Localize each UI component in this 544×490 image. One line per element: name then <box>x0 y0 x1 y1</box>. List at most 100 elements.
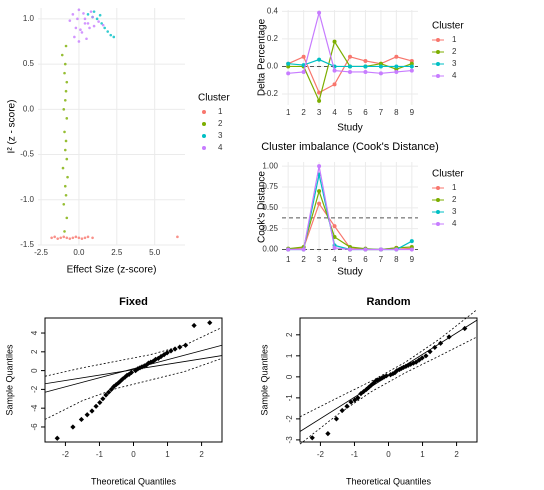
y-tick-label: 0.2 <box>267 34 279 43</box>
point <box>301 54 306 59</box>
point <box>68 237 72 240</box>
point <box>92 10 96 13</box>
y-tick-label: 0.25 <box>262 224 278 233</box>
legend-label: 3 <box>452 207 457 216</box>
point <box>339 407 345 414</box>
point <box>378 71 383 76</box>
point <box>139 364 145 370</box>
reference-line <box>299 336 478 445</box>
y-tick-label: 0.0 <box>23 104 35 113</box>
point <box>77 8 81 12</box>
point <box>394 247 399 252</box>
y-tick-label: 2 <box>285 332 294 337</box>
y-tick-label: -1.5 <box>20 240 34 249</box>
x-tick-label: -1 <box>96 450 104 459</box>
point <box>352 397 358 403</box>
y-tick-label: -2 <box>30 385 39 393</box>
point <box>396 366 402 373</box>
x-axis-label: Study <box>337 123 363 134</box>
point <box>309 435 315 441</box>
point <box>70 424 76 430</box>
point <box>378 64 383 69</box>
point <box>64 139 68 143</box>
x-tick-label: 4 <box>332 255 337 264</box>
point <box>65 80 69 84</box>
point <box>103 392 109 398</box>
point <box>143 362 150 368</box>
point <box>61 166 65 170</box>
point <box>137 365 143 371</box>
y-axis-label: Sample Quantiles <box>4 344 14 416</box>
x-tick-label: 0 <box>386 450 391 459</box>
point <box>148 359 154 365</box>
legend-label: 2 <box>452 47 457 56</box>
y-tick-label: -1 <box>285 394 294 402</box>
point <box>427 349 433 355</box>
plot-frame <box>44 317 223 443</box>
y-tick-label: 0 <box>30 368 39 373</box>
point <box>78 416 85 423</box>
point <box>394 69 399 74</box>
point <box>65 117 69 120</box>
point <box>172 346 178 352</box>
point <box>63 148 67 152</box>
point <box>437 340 444 346</box>
point <box>413 359 419 365</box>
y-tick-label: -3 <box>285 436 294 444</box>
point <box>71 236 75 240</box>
y-tick-label: -1.0 <box>20 195 34 204</box>
y-axis-label: Cook's Distance <box>257 171 268 243</box>
legend-label: 3 <box>452 59 457 68</box>
point <box>394 64 399 69</box>
point <box>63 184 67 188</box>
x-tick-label: 8 <box>394 255 399 264</box>
point <box>390 371 396 377</box>
x-tick-label: 4 <box>332 108 337 117</box>
point <box>191 322 197 329</box>
point <box>150 358 156 364</box>
point <box>409 64 414 69</box>
y-tick-label: -4 <box>30 404 39 412</box>
x-tick-label: -2.5 <box>34 248 48 257</box>
point <box>164 350 170 356</box>
point <box>74 235 78 239</box>
point <box>394 54 399 59</box>
x-tick-label: 2 <box>301 255 306 264</box>
point <box>97 20 100 23</box>
point <box>93 403 99 409</box>
y-axis-label: Sample Quantiles <box>259 344 269 416</box>
legend-swatch <box>202 146 206 150</box>
point <box>64 89 68 93</box>
point <box>301 69 306 74</box>
point <box>348 247 352 252</box>
point <box>332 39 337 44</box>
reference-line <box>44 355 223 385</box>
reference-line <box>44 344 223 393</box>
point <box>423 353 429 359</box>
point <box>71 13 75 16</box>
point <box>73 35 76 39</box>
legend-title: Cluster <box>432 169 464 180</box>
point <box>348 69 352 74</box>
point <box>141 363 147 369</box>
point <box>325 430 331 437</box>
legend-title: Cluster <box>432 21 464 32</box>
point <box>63 230 66 233</box>
legend-swatch <box>202 134 206 138</box>
chart-title: Random <box>367 296 411 308</box>
point <box>108 386 114 392</box>
y-tick-label: -0.5 <box>20 150 34 159</box>
y-tick-label: 0.0 <box>267 62 279 71</box>
point <box>409 239 414 244</box>
x-tick-label: 3 <box>317 108 322 117</box>
point <box>88 26 91 30</box>
point <box>409 247 414 252</box>
point <box>409 58 414 63</box>
point <box>111 383 117 390</box>
point <box>348 399 354 405</box>
y-tick-label: 1.0 <box>23 14 35 23</box>
point <box>54 435 60 441</box>
point <box>66 175 69 179</box>
point <box>80 237 84 240</box>
point <box>363 69 368 74</box>
